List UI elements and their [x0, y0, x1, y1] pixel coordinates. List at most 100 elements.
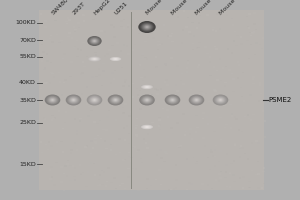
- Ellipse shape: [145, 126, 149, 128]
- Bar: [91, 17, 93, 18]
- Bar: [131, 49, 134, 51]
- Bar: [102, 63, 105, 64]
- Bar: [244, 116, 246, 117]
- Bar: [49, 169, 51, 171]
- Bar: [107, 167, 110, 169]
- Bar: [68, 36, 70, 37]
- Ellipse shape: [88, 37, 101, 45]
- Bar: [208, 101, 211, 102]
- Bar: [232, 11, 235, 12]
- Bar: [50, 72, 53, 73]
- Ellipse shape: [167, 96, 178, 104]
- Ellipse shape: [145, 99, 149, 101]
- Bar: [189, 33, 192, 35]
- Bar: [198, 42, 201, 43]
- Bar: [64, 122, 66, 123]
- Ellipse shape: [67, 95, 80, 105]
- Bar: [248, 58, 250, 59]
- Bar: [226, 65, 229, 66]
- Bar: [103, 55, 106, 57]
- Bar: [66, 23, 68, 24]
- Bar: [82, 14, 85, 16]
- Bar: [164, 63, 167, 65]
- Bar: [56, 34, 58, 35]
- Bar: [249, 155, 251, 156]
- Bar: [136, 94, 139, 96]
- Bar: [219, 28, 221, 30]
- Bar: [232, 40, 235, 42]
- Bar: [116, 42, 119, 44]
- Ellipse shape: [189, 95, 204, 106]
- Bar: [73, 47, 75, 48]
- Bar: [170, 57, 173, 59]
- Ellipse shape: [87, 36, 102, 46]
- Bar: [241, 96, 243, 97]
- Bar: [232, 24, 234, 26]
- Bar: [226, 153, 228, 155]
- Bar: [101, 170, 103, 171]
- Bar: [176, 94, 178, 95]
- Ellipse shape: [50, 99, 55, 101]
- Bar: [190, 89, 192, 90]
- Bar: [76, 40, 78, 41]
- Bar: [149, 124, 152, 125]
- Bar: [209, 75, 212, 76]
- Bar: [172, 27, 174, 29]
- Bar: [248, 101, 250, 102]
- Bar: [140, 65, 142, 67]
- Bar: [115, 162, 118, 164]
- Bar: [145, 142, 147, 144]
- Bar: [176, 65, 179, 67]
- Bar: [238, 64, 240, 66]
- Bar: [77, 112, 80, 113]
- Bar: [244, 153, 246, 154]
- Bar: [110, 24, 113, 26]
- Bar: [131, 96, 134, 98]
- Bar: [230, 17, 232, 19]
- Bar: [230, 163, 233, 164]
- Ellipse shape: [87, 95, 102, 106]
- Bar: [226, 14, 228, 16]
- Bar: [130, 157, 133, 158]
- Bar: [50, 187, 53, 188]
- Bar: [62, 128, 64, 129]
- Bar: [146, 188, 148, 189]
- Bar: [122, 85, 124, 87]
- Bar: [94, 143, 97, 144]
- Bar: [250, 94, 252, 96]
- Bar: [64, 165, 67, 167]
- Bar: [131, 35, 133, 36]
- Bar: [182, 187, 184, 188]
- Bar: [44, 82, 46, 84]
- Bar: [51, 180, 53, 182]
- Bar: [151, 122, 154, 123]
- Text: U251: U251: [113, 1, 128, 16]
- Ellipse shape: [141, 96, 153, 104]
- Bar: [135, 19, 137, 21]
- Text: 293T: 293T: [71, 1, 86, 16]
- Bar: [223, 143, 226, 145]
- Bar: [201, 183, 204, 185]
- Ellipse shape: [47, 96, 58, 104]
- Bar: [86, 103, 88, 105]
- Bar: [110, 101, 113, 102]
- Bar: [260, 85, 263, 87]
- Bar: [50, 62, 52, 63]
- Bar: [144, 183, 147, 185]
- Bar: [65, 169, 68, 171]
- Bar: [176, 122, 179, 124]
- Bar: [119, 91, 121, 93]
- Bar: [111, 72, 114, 74]
- Bar: [81, 72, 84, 74]
- Bar: [95, 76, 98, 77]
- Bar: [250, 35, 252, 36]
- Bar: [126, 125, 128, 127]
- Ellipse shape: [146, 126, 148, 128]
- Bar: [142, 53, 144, 55]
- Bar: [108, 49, 111, 51]
- Bar: [248, 187, 250, 188]
- Ellipse shape: [112, 98, 118, 102]
- Bar: [146, 31, 148, 33]
- Ellipse shape: [142, 85, 152, 89]
- Bar: [187, 62, 189, 64]
